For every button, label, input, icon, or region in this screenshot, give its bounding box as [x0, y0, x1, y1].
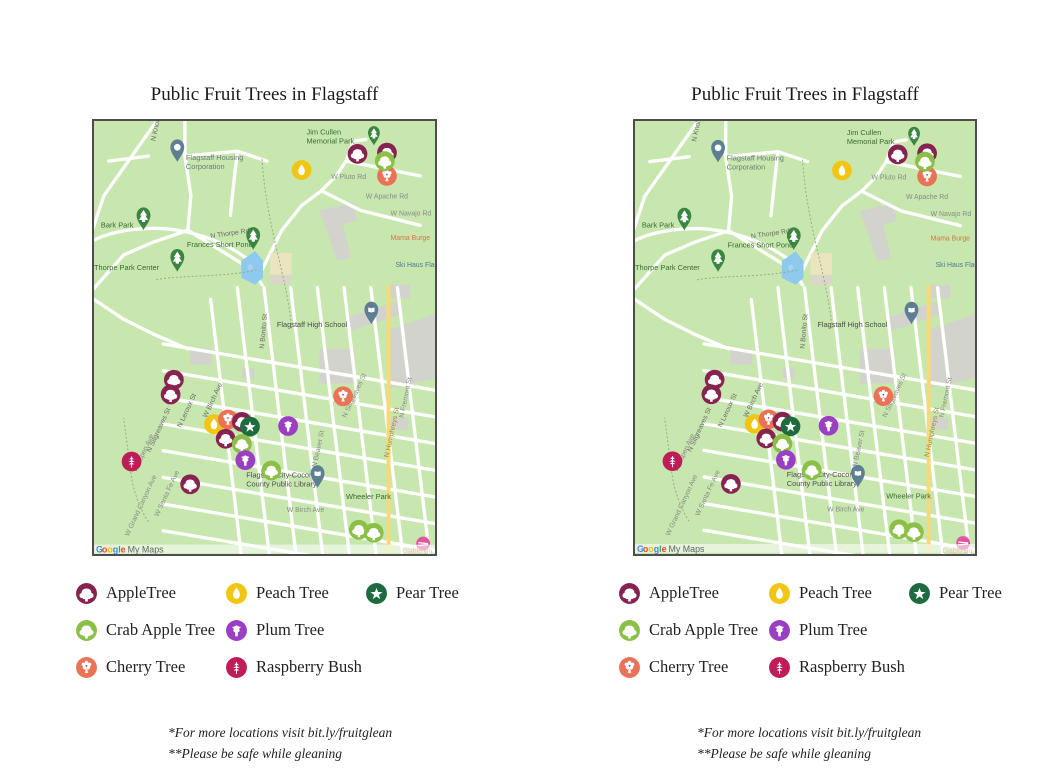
- svg-text:My Maps: My Maps: [669, 544, 706, 554]
- svg-text:Ski Haus Flags: Ski Haus Flags: [936, 262, 975, 269]
- svg-text:Frances Short Pond: Frances Short Pond: [728, 240, 794, 249]
- svg-text:W Pluto Rd: W Pluto Rd: [872, 174, 907, 181]
- svg-text:Jim Cullen: Jim Cullen: [307, 127, 342, 136]
- svg-text:Thorpe Park Center: Thorpe Park Center: [635, 263, 700, 272]
- svg-text:W Birch Ave: W Birch Ave: [827, 506, 864, 513]
- svg-text:W Pluto Rd: W Pluto Rd: [331, 174, 366, 181]
- svg-text:Wheeler Park: Wheeler Park: [886, 492, 931, 501]
- svg-text:Ski Haus Flags: Ski Haus Flags: [395, 262, 435, 269]
- svg-text:Wheeler Park: Wheeler Park: [346, 492, 391, 501]
- svg-text:Flagstaff Housing: Flagstaff Housing: [727, 154, 784, 163]
- svg-text:Corporation: Corporation: [186, 162, 225, 171]
- svg-text:My Maps: My Maps: [128, 544, 165, 554]
- svg-text:County Public Library: County Public Library: [787, 479, 857, 488]
- svg-text:Mama Burge: Mama Burge: [931, 235, 971, 242]
- svg-text:W Apache Rd: W Apache Rd: [366, 194, 408, 201]
- svg-text:W Birch Ave: W Birch Ave: [287, 507, 325, 514]
- svg-text:Memorial Park: Memorial Park: [307, 136, 355, 145]
- svg-text:Jim Cullen: Jim Cullen: [847, 128, 881, 137]
- svg-text:e: e: [121, 544, 126, 554]
- svg-text:County Public Library: County Public Library: [246, 479, 317, 488]
- svg-text:Memorial Park: Memorial Park: [847, 137, 895, 146]
- svg-text:e: e: [662, 544, 667, 554]
- svg-text:Flagstaff High School: Flagstaff High School: [817, 320, 887, 329]
- svg-text:Flagstaff Housing: Flagstaff Housing: [186, 153, 244, 162]
- svg-text:W Navajo Rd: W Navajo Rd: [391, 210, 432, 217]
- svg-text:Thorpe Park Center: Thorpe Park Center: [94, 263, 160, 272]
- svg-text:W Navajo Rd: W Navajo Rd: [931, 211, 972, 218]
- svg-text:Bark Park: Bark Park: [101, 220, 134, 229]
- svg-text:Mama Burge: Mama Burge: [391, 235, 431, 242]
- svg-text:Frances Short Pond: Frances Short Pond: [187, 240, 253, 249]
- svg-text:Flagstaff High School: Flagstaff High School: [277, 320, 348, 329]
- svg-text:W Apache Rd: W Apache Rd: [906, 194, 948, 201]
- svg-text:Bark Park: Bark Park: [642, 221, 675, 230]
- svg-text:Corporation: Corporation: [727, 162, 766, 171]
